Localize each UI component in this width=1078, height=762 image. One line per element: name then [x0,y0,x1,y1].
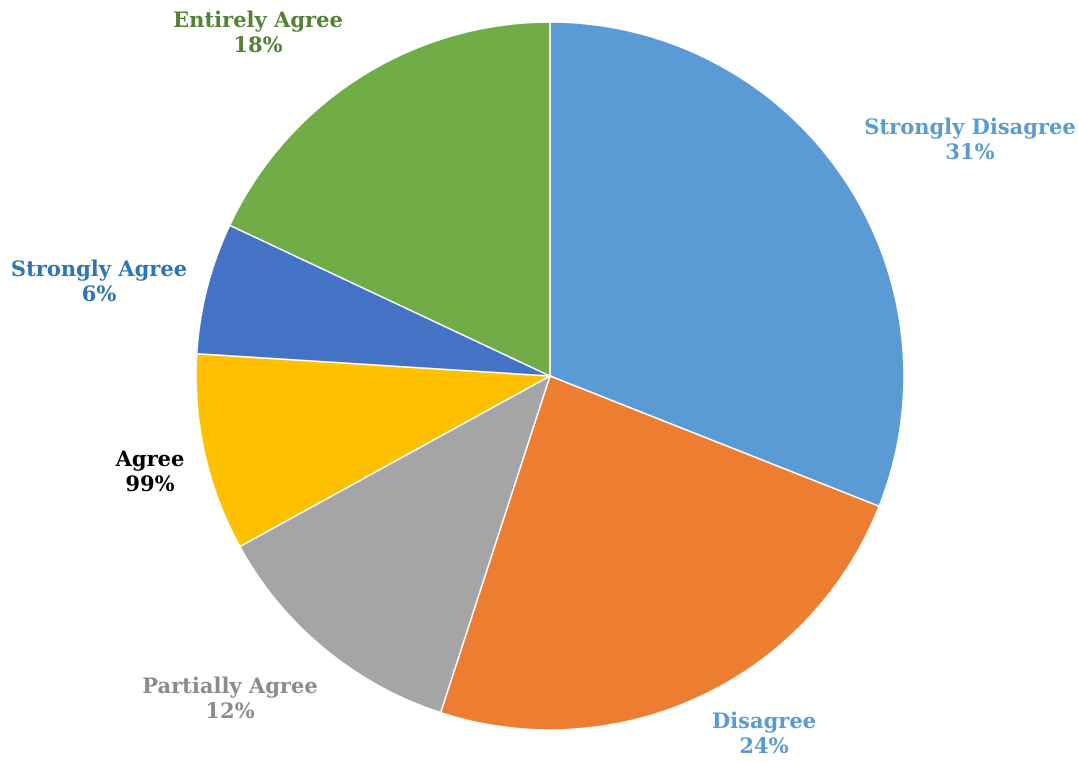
data-label-value: 18% [233,32,282,57]
data-label-partially-agree: Partially Agree 12% [142,673,317,723]
pie-slice-strongly-agree [195,224,551,377]
data-label-value: 31% [945,139,994,164]
pie-slice-entirely-agree [228,21,551,378]
data-label-value: 6% [82,281,117,306]
data-label-agree: Agree 99% [115,446,185,496]
data-label-value: 12% [205,698,254,723]
data-label-category: Disagree [712,708,816,733]
pie-slice-disagree [439,375,881,731]
pie-slices [195,21,905,731]
data-label-strongly-agree: Strongly Agree 6% [11,256,187,306]
pie-slice-partially-agree [238,374,552,714]
pie-labels: Strongly Disagree 31% Disagree 24% Partially… [11,7,1076,758]
data-label-category: Agree [115,446,185,471]
data-label-disagree: Disagree 24% [712,708,816,758]
data-label-category: Strongly Disagree [864,114,1075,139]
data-label-strongly-disagree: Strongly Disagree 31% [864,114,1075,164]
data-label-value: 99% [125,471,174,496]
data-label-value: 24% [739,733,788,758]
data-label-category: Strongly Agree [11,256,187,281]
data-label-entirely-agree: Entirely Agree 18% [173,7,343,57]
data-label-category: Entirely Agree [173,7,343,32]
pie-slice-strongly-disagree [549,21,905,508]
pie-slice-agree [195,352,553,548]
data-label-category: Partially Agree [142,673,317,698]
